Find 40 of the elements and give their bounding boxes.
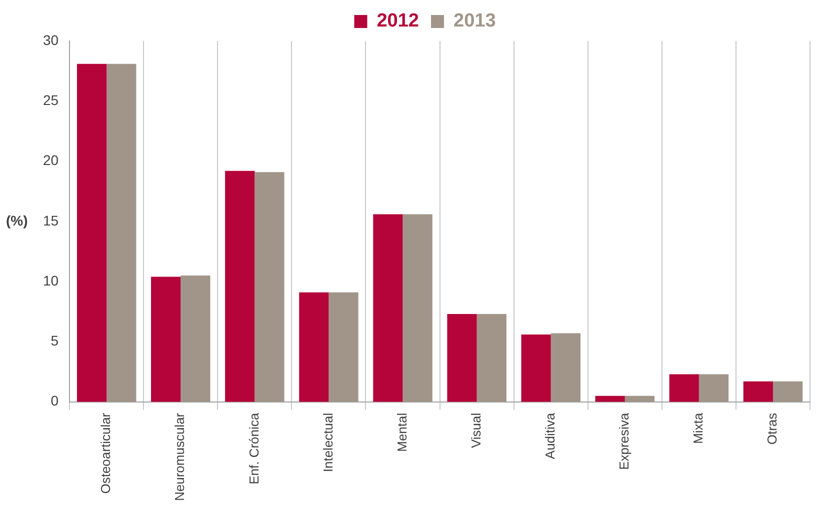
bar [254,172,284,402]
bar [180,276,210,402]
y-tick-label: 25 [42,92,59,108]
x-tick-label: Auditiva [542,412,558,460]
bar [669,374,699,402]
x-tick-label: Intelectual [320,412,336,472]
x-tick-label: Enf. Crónica [246,412,262,484]
bar [402,214,432,402]
bar [772,381,803,402]
y-tick-label: 15 [42,212,59,228]
x-tick-label: Expresiva [616,412,632,470]
bar [328,292,358,402]
y-tick-label: 5 [50,332,59,349]
bar [373,214,403,402]
legend-label: 2012 [376,10,420,32]
bar [447,314,477,402]
y-tick-label: 30 [42,32,59,48]
bar [624,396,655,402]
y-tick-label: 0 [50,392,59,409]
y-tick-label: 20 [42,152,59,168]
bar [476,314,506,402]
bar [743,381,773,402]
bar [550,333,580,402]
bar [299,292,329,402]
x-tick-label: Osteoarticular [98,412,114,494]
bar [151,276,181,402]
bar [698,374,729,402]
bar [76,64,107,402]
y-axis-title: (%) [6,212,28,228]
x-tick-label: Mental [394,412,410,452]
x-tick-label: Visual [468,412,484,448]
x-tick-label: Otras [764,412,780,445]
bar [225,170,255,402]
bar [521,334,551,402]
bar [106,64,136,402]
y-tick-label: 10 [42,272,59,288]
bar [595,396,625,402]
legend-label: 2013 [454,10,496,32]
x-tick-label: Neuromuscular [172,412,188,502]
x-tick-label: Mixta [690,412,706,444]
